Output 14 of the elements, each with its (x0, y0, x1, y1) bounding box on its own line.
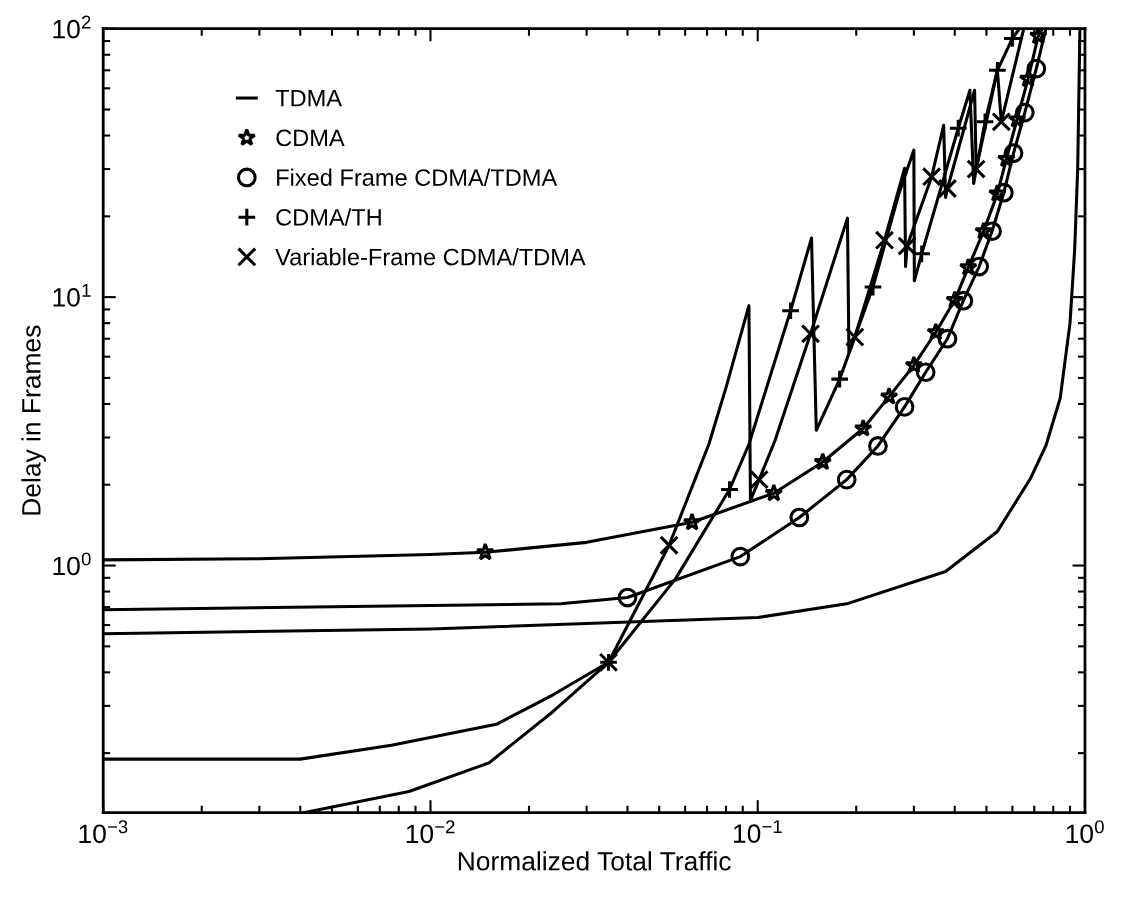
y-tick-label: 10$^{1}$ (53, 284, 91, 307)
x-tick-label: 10$^{−2}$ (406, 820, 455, 844)
legend-label: CDMA/TH (276, 208, 381, 226)
y-axis-title: Delay in Frames (21, 325, 46, 515)
y-tick-label: 10$^{0}$ (53, 552, 91, 576)
x-tick-label: 10$^{−3}$ (79, 820, 128, 844)
x-tick-label: 10$^{0}$ (1066, 820, 1104, 844)
legend-label: TDMA (275, 90, 342, 107)
legend-label: Variable-Frame CDMA/TDMA (275, 248, 586, 266)
y-tick-label: 10$^{2}$ (53, 15, 91, 39)
x-tick-label: 10$^{−1}$ (734, 820, 782, 843)
legend-label: Fixed Frame CDMA/TDMA (277, 168, 558, 186)
legend-label: CDMA (276, 129, 345, 147)
x-axis-title: Normalized Total Traffic (458, 851, 731, 871)
